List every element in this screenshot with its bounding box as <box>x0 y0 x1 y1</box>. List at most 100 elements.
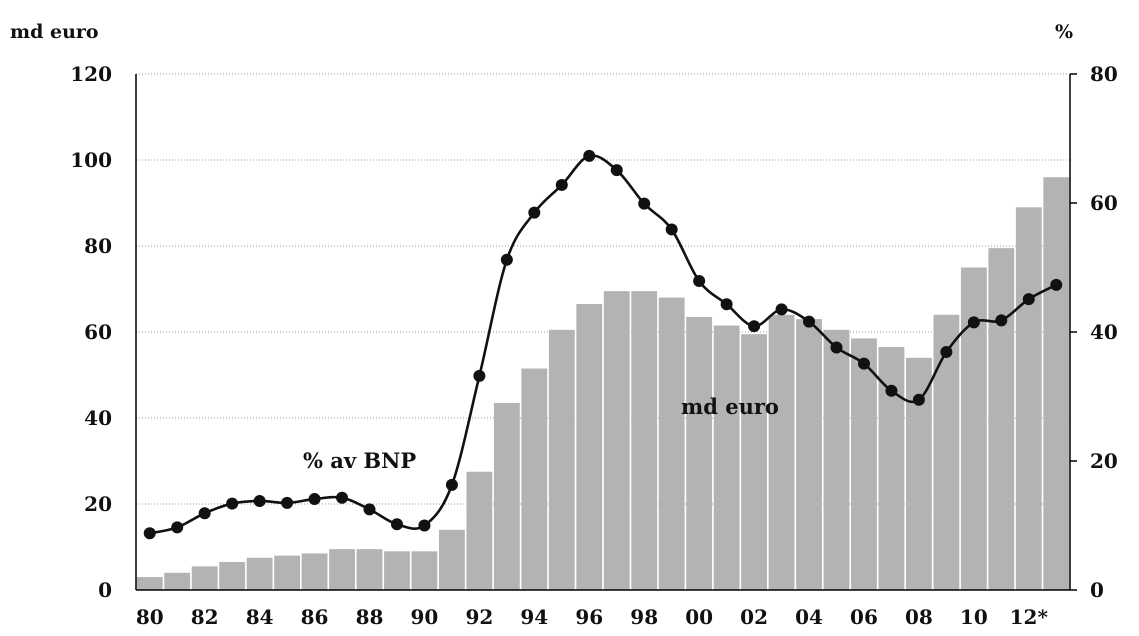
line-marker <box>1022 293 1035 306</box>
bar <box>796 319 822 590</box>
bar <box>713 325 740 590</box>
line-marker <box>418 519 431 532</box>
x-tick-label: 94 <box>520 605 548 629</box>
bar <box>274 555 300 590</box>
bar <box>219 562 246 590</box>
line-marker <box>555 178 568 191</box>
bar <box>988 248 1015 590</box>
line-marker <box>940 346 953 358</box>
line-marker <box>967 316 980 329</box>
bar <box>603 291 630 590</box>
bar <box>548 329 575 590</box>
bar <box>906 357 932 590</box>
left-tick-label: 40 <box>84 406 112 430</box>
bar <box>1043 177 1070 590</box>
bar <box>136 577 163 590</box>
left-tick-label: 100 <box>70 148 112 172</box>
x-tick-label: 04 <box>795 605 823 629</box>
bar <box>741 334 767 590</box>
right-tick-label: 20 <box>1090 449 1118 473</box>
x-tick-label: 84 <box>246 605 274 629</box>
x-tick-label: 10 <box>960 605 988 629</box>
line-marker <box>885 384 898 397</box>
right-tick-label: 40 <box>1090 320 1118 344</box>
bar <box>521 368 548 590</box>
line-marker <box>143 527 156 540</box>
left-axis-title: md euro <box>10 21 99 43</box>
x-tick-label: 06 <box>850 605 878 629</box>
line-marker <box>390 518 403 531</box>
line-marker <box>198 507 211 520</box>
line-marker <box>308 493 321 506</box>
bar <box>384 551 410 590</box>
right-tick-label: 0 <box>1090 578 1104 602</box>
line-marker <box>638 197 651 210</box>
line-marker <box>830 341 843 354</box>
left-tick-label: 80 <box>84 234 112 258</box>
bar <box>658 297 685 590</box>
line-marker <box>693 275 706 288</box>
line-marker <box>1050 278 1063 291</box>
bar <box>493 402 520 590</box>
bar <box>631 291 658 590</box>
line-marker <box>171 521 184 534</box>
bar <box>191 566 218 590</box>
annotation-md-euro: md euro <box>681 394 779 419</box>
bar <box>411 551 438 590</box>
x-tick-label: 00 <box>685 605 713 629</box>
line-marker <box>912 393 925 406</box>
line-marker <box>528 206 541 219</box>
line-marker <box>473 369 486 382</box>
bar-series-md-euro <box>136 177 1070 591</box>
bar <box>466 471 493 590</box>
line-marker <box>363 503 376 516</box>
line-marker <box>803 315 816 328</box>
line-marker <box>857 357 870 370</box>
line-marker <box>226 497 239 510</box>
bar <box>768 314 795 590</box>
bar <box>164 572 191 590</box>
x-tick-label: 02 <box>740 605 768 629</box>
bar <box>933 314 960 590</box>
line-series-pct-bnp <box>143 149 1063 540</box>
line-marker <box>665 223 678 236</box>
line-marker <box>583 149 596 162</box>
x-tick-label: 12* <box>1010 605 1049 629</box>
x-tick-label: 98 <box>630 605 658 629</box>
bar <box>1015 207 1042 591</box>
bar <box>576 304 603 590</box>
x-tick-label: 80 <box>136 605 164 629</box>
right-tick-label: 80 <box>1090 62 1118 86</box>
x-tick-label: 90 <box>411 605 439 629</box>
left-tick-label: 120 <box>70 62 112 86</box>
x-tick-label: 08 <box>905 605 933 629</box>
line-marker <box>445 478 458 491</box>
bar <box>851 338 877 590</box>
bar <box>439 529 465 590</box>
x-tick-label: 96 <box>575 605 603 629</box>
line-marker <box>500 253 513 266</box>
right-tick-label: 60 <box>1090 191 1118 215</box>
line-marker <box>775 303 788 316</box>
line-marker <box>336 491 349 504</box>
x-tick-label: 82 <box>191 605 219 629</box>
bar <box>356 549 383 590</box>
left-tick-label: 60 <box>84 320 112 344</box>
line-marker <box>610 164 623 177</box>
x-tick-label: 86 <box>301 605 329 629</box>
left-tick-label: 0 <box>98 578 112 602</box>
line-marker <box>720 298 733 311</box>
bar <box>960 267 987 590</box>
bar <box>686 316 713 590</box>
line-marker <box>995 314 1008 327</box>
bar <box>301 553 328 590</box>
line-marker <box>253 494 266 507</box>
bar <box>329 549 355 590</box>
line-marker <box>281 496 294 509</box>
line-marker <box>748 320 761 333</box>
bar <box>246 557 273 590</box>
annotation-pct-bnp: % av BNP <box>303 448 416 473</box>
bar <box>823 329 850 590</box>
